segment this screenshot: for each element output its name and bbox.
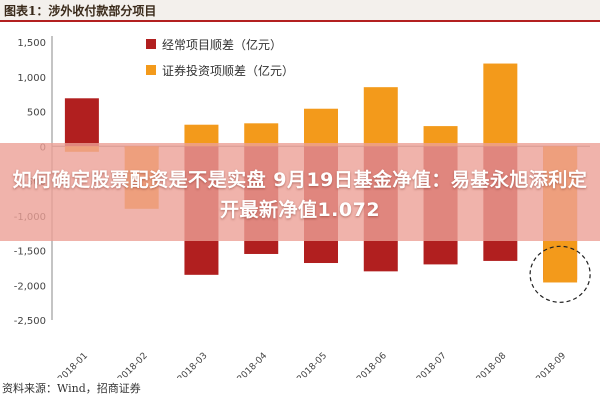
- legend-swatch-current-account: [146, 39, 156, 49]
- bar-securities-2018-07: [423, 126, 458, 147]
- bar-securities-2018-04: [244, 123, 279, 147]
- data-source: 资料来源：Wind，招商证券: [2, 382, 141, 395]
- y-tick-label: -2,000: [14, 281, 46, 292]
- x-tick-label: 2018-01: [56, 351, 90, 378]
- annotation-circle: [529, 245, 591, 303]
- headline-banner: 如何确定股票配资是不是实盘 9月19日基金净值：易基永旭添利定开最新净值1.07…: [0, 143, 600, 241]
- bar-securities-2018-03: [184, 124, 219, 147]
- bar-securities-2018-05: [304, 108, 338, 147]
- x-tick-label: 2018-07: [415, 351, 449, 378]
- y-tick-label: 1,500: [17, 38, 46, 49]
- x-tick-label: 2018-06: [355, 351, 389, 378]
- headline-text: 如何确定股票配资是不是实盘 9月19日基金净值：易基永旭添利定开最新净值1.07…: [12, 169, 588, 221]
- x-tick-label: 2018-09: [535, 351, 569, 378]
- y-tick-label: -2,500: [14, 316, 46, 327]
- legend-label-securities: 证券投资项顺差（亿元）: [162, 63, 294, 78]
- bar-securities-2018-08: [483, 63, 518, 147]
- figure-title: 图表1：涉外收付款部分项目: [4, 4, 157, 18]
- y-tick-label: 500: [27, 108, 46, 119]
- legend-label-current-account: 经常项目顺差（亿元）: [162, 37, 282, 52]
- x-tick-label: 2018-05: [295, 351, 329, 378]
- figure-header: 图表1：涉外收付款部分项目: [0, 0, 600, 22]
- y-tick-label: -1,500: [14, 247, 46, 258]
- x-tick-label: 2018-03: [176, 351, 210, 378]
- x-tick-label: 2018-08: [475, 351, 509, 378]
- y-tick-label: 1,000: [17, 73, 46, 84]
- legend-swatch-securities: [146, 65, 156, 75]
- x-tick-label: 2018-02: [116, 351, 150, 378]
- x-tick-label: 2018-04: [236, 351, 270, 378]
- bar-securities-2018-06: [363, 87, 398, 147]
- bar-current-account-2018-01: [64, 98, 99, 147]
